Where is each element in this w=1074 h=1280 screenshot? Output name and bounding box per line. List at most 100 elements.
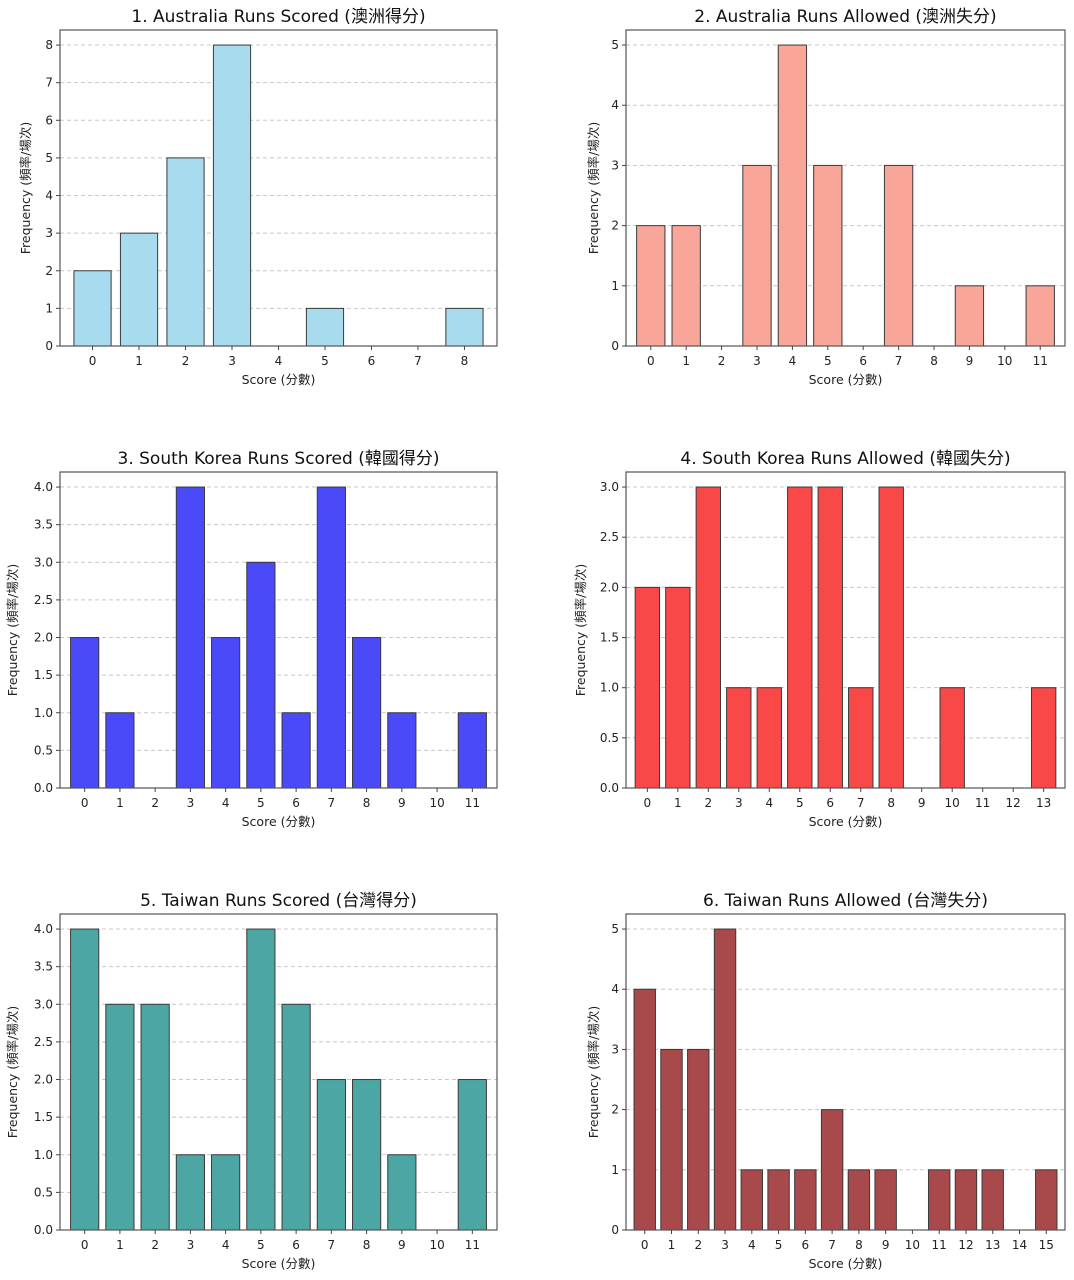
bar-11 bbox=[1025, 285, 1055, 347]
y-tick-label: 2.5 bbox=[600, 530, 619, 544]
x-tick-label: 11 bbox=[1033, 354, 1048, 368]
y-tick-label: 4.0 bbox=[34, 480, 53, 494]
y-tick-label: 5 bbox=[611, 922, 619, 936]
x-axis-label: Score (分數) bbox=[809, 814, 883, 829]
bar-1 bbox=[665, 586, 691, 789]
y-tick-label: 3.0 bbox=[600, 480, 619, 494]
bar-5 bbox=[813, 164, 843, 347]
bar-0 bbox=[634, 586, 661, 789]
x-tick-label: 8 bbox=[461, 354, 469, 368]
chart-title: 2. Australia Runs Allowed (澳洲失分) bbox=[694, 7, 996, 27]
bar-9 bbox=[387, 1154, 417, 1231]
x-tick-label: 4 bbox=[222, 1238, 230, 1252]
y-tick-label: 1 bbox=[611, 279, 619, 293]
y-tick-label: 1.0 bbox=[34, 1148, 53, 1162]
x-tick-label: 7 bbox=[895, 354, 903, 368]
x-tick-label: 5 bbox=[257, 796, 265, 810]
chart-title: 3. South Korea Runs Scored (韓國得分) bbox=[118, 449, 440, 469]
y-tick-label: 1 bbox=[45, 301, 53, 315]
x-tick-label: 9 bbox=[966, 354, 974, 368]
y-tick-label: 3.5 bbox=[34, 518, 53, 532]
bar-8 bbox=[878, 486, 904, 789]
bar-2 bbox=[695, 486, 722, 789]
x-tick-label: 0 bbox=[647, 354, 655, 368]
bar-0 bbox=[70, 637, 100, 789]
x-tick-label: 1 bbox=[135, 354, 143, 368]
bar-3 bbox=[742, 164, 772, 347]
x-tick-label: 5 bbox=[775, 1238, 783, 1252]
y-tick-label: 3.0 bbox=[34, 997, 53, 1011]
bar-6 bbox=[281, 1003, 311, 1231]
bar-2 bbox=[166, 157, 205, 347]
x-tick-label: 2 bbox=[718, 354, 726, 368]
bar-7 bbox=[316, 486, 346, 789]
x-tick-label: 0 bbox=[89, 354, 97, 368]
y-tick-label: 0 bbox=[45, 339, 53, 353]
bar-1 bbox=[105, 1003, 135, 1231]
x-tick-label: 2 bbox=[694, 1238, 702, 1252]
x-tick-label: 4 bbox=[275, 354, 283, 368]
bar-9 bbox=[387, 712, 417, 789]
bar-6 bbox=[794, 1169, 817, 1231]
bar-5 bbox=[246, 561, 276, 789]
y-tick-label: 3 bbox=[611, 158, 619, 172]
bar-0 bbox=[70, 928, 100, 1231]
x-tick-label: 1 bbox=[682, 354, 690, 368]
bar-11 bbox=[457, 1079, 487, 1231]
y-tick-label: 2.5 bbox=[34, 1035, 53, 1049]
x-tick-label: 0 bbox=[81, 796, 89, 810]
x-tick-label: 1 bbox=[674, 796, 682, 810]
chart-title: 5. Taiwan Runs Scored (台灣得分) bbox=[140, 891, 417, 911]
bar-1 bbox=[119, 232, 159, 347]
x-axis-label: Score (分數) bbox=[809, 372, 883, 387]
plot-frame bbox=[59, 471, 498, 789]
y-tick-label: 0.0 bbox=[34, 781, 53, 795]
x-tick-label: 11 bbox=[932, 1238, 947, 1252]
chart-title: 6. Taiwan Runs Allowed (台灣失分) bbox=[703, 891, 988, 911]
x-tick-label: 6 bbox=[368, 354, 376, 368]
x-tick-label: 0 bbox=[644, 796, 652, 810]
x-tick-label: 0 bbox=[641, 1238, 649, 1252]
x-tick-label: 9 bbox=[398, 1238, 406, 1252]
x-axis-label: Score (分數) bbox=[242, 372, 316, 387]
y-tick-label: 1.0 bbox=[34, 706, 53, 720]
x-tick-label: 7 bbox=[328, 796, 336, 810]
x-tick-label: 2 bbox=[151, 1238, 159, 1252]
bar-5 bbox=[246, 928, 276, 1231]
bar-13 bbox=[981, 1169, 1004, 1231]
x-tick-label: 3 bbox=[753, 354, 761, 368]
y-tick-label: 0.5 bbox=[34, 1185, 53, 1199]
y-tick-label: 1.0 bbox=[600, 681, 619, 695]
y-tick-label: 2.0 bbox=[34, 1073, 53, 1087]
x-tick-label: 12 bbox=[958, 1238, 973, 1252]
bar-11 bbox=[927, 1169, 951, 1231]
bar-7 bbox=[848, 687, 874, 789]
bar-4 bbox=[740, 1169, 764, 1231]
y-tick-label: 5 bbox=[611, 38, 619, 52]
x-tick-label: 15 bbox=[1039, 1238, 1054, 1252]
y-tick-label: 0 bbox=[611, 339, 619, 353]
x-axis-label: Score (分數) bbox=[242, 1256, 316, 1271]
bar-0 bbox=[633, 988, 656, 1231]
x-tick-label: 9 bbox=[882, 1238, 890, 1252]
x-tick-label: 6 bbox=[292, 796, 300, 810]
bar-1 bbox=[671, 225, 701, 347]
bar-3 bbox=[726, 687, 752, 789]
x-tick-label: 5 bbox=[321, 354, 329, 368]
y-tick-label: 0.5 bbox=[600, 731, 619, 745]
bar-4 bbox=[756, 687, 782, 789]
x-tick-label: 8 bbox=[930, 354, 938, 368]
x-tick-label: 3 bbox=[187, 796, 195, 810]
x-tick-label: 10 bbox=[429, 796, 444, 810]
bar-8 bbox=[352, 1079, 382, 1231]
bar-8 bbox=[445, 307, 484, 347]
x-tick-label: 5 bbox=[824, 354, 832, 368]
chart-title: 1. Australia Runs Scored (澳洲得分) bbox=[131, 7, 425, 27]
x-axis-label: Score (分數) bbox=[242, 814, 316, 829]
y-tick-label: 2 bbox=[611, 219, 619, 233]
chart-panel-1: 0 1 2 3 4 5 6 7 8 0 1 2 3 4 5 6 7 8 1. Australia Runs Scor… bbox=[18, 7, 498, 387]
bar-5 bbox=[305, 307, 345, 347]
bar-2 bbox=[140, 1003, 170, 1231]
x-tick-label: 11 bbox=[465, 1238, 480, 1252]
